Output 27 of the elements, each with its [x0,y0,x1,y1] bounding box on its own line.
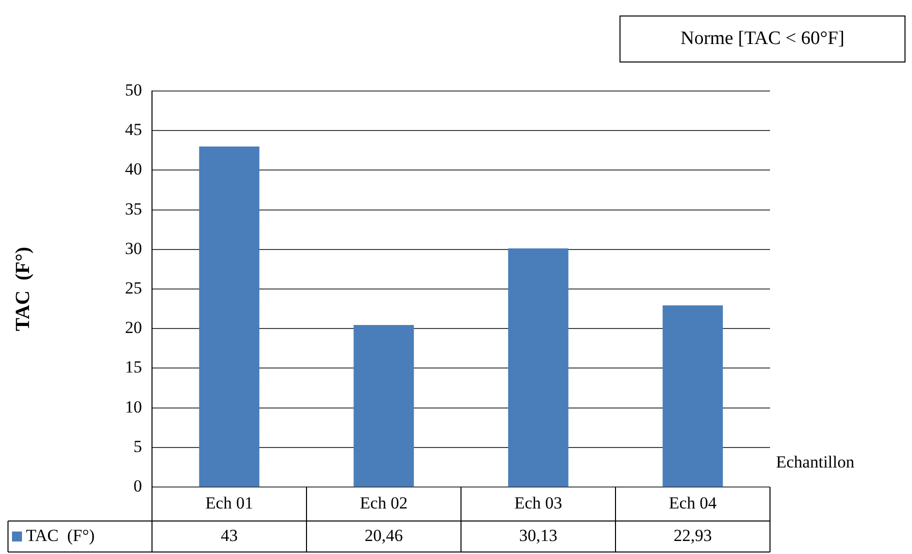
bar [662,305,723,487]
y-tick-label: 20 [125,318,142,338]
data-label: 43 [220,526,238,545]
bar [508,248,568,487]
y-tick-label: 15 [125,358,142,377]
y-tick-label: 25 [125,278,142,298]
data-label: 30,13 [519,526,558,545]
data-label: 20,46 [364,526,403,545]
data-label: 22,93 [674,526,712,545]
y-tick-label: 5 [134,436,142,456]
text: Norme [TAC < 60°F] [680,28,845,49]
legend-label: TAC (F°) [26,526,95,545]
x-tick-label: Ech 01 [205,493,254,512]
x-tick-label: Ech 03 [514,493,562,512]
bar [354,324,414,487]
y-tick-label: 45 [125,120,142,140]
y-axis-title: TAC (F°) [12,246,34,332]
x-tick-label: Ech 04 [668,493,718,512]
y-tick-label: 50 [125,80,142,100]
y-tick-label: 30 [125,238,142,258]
y-tick-label: 0 [134,476,142,496]
x-axis-title: Echantillon [776,452,855,472]
x-tick-label: Ech 02 [360,493,408,512]
y-tick-label: 40 [125,160,142,179]
y-tick-label: 10 [125,397,142,416]
y-tick-label: 35 [125,199,142,218]
bar [199,146,260,487]
